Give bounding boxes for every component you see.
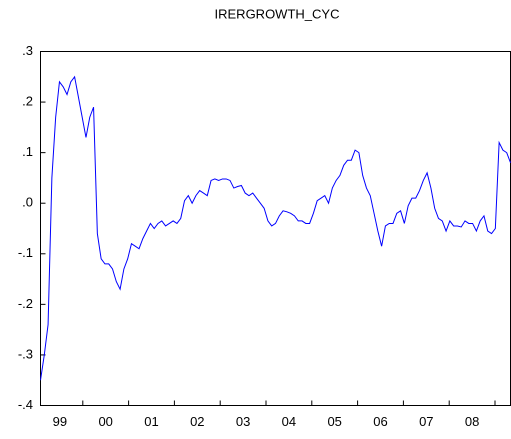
y-tick-label: -.2 (18, 296, 33, 311)
x-tick-label: 08 (465, 414, 479, 429)
x-tick-label: 00 (98, 414, 112, 429)
x-tick-label: 99 (53, 414, 67, 429)
x-tick-label: 01 (144, 414, 158, 429)
y-tick-label: -.3 (18, 346, 33, 361)
y-tick-label: .1 (22, 144, 33, 159)
y-tick-label: .3 (22, 43, 33, 58)
plot-frame (40, 51, 511, 406)
x-tick-label: 07 (419, 414, 433, 429)
x-tick-label: 06 (373, 414, 387, 429)
chart-title: IRERGROWTH_CYC (215, 6, 340, 21)
x-tick-label: 05 (327, 414, 341, 429)
data-line (40, 75, 511, 381)
x-tick-label: 03 (236, 414, 250, 429)
x-tick-label: 02 (190, 414, 204, 429)
y-tick-label: .2 (22, 94, 33, 109)
x-tick-label: 04 (282, 414, 296, 429)
y-tick-label: -.1 (18, 245, 33, 260)
y-tick-label: -.4 (18, 397, 33, 412)
y-tick-label: .0 (22, 195, 33, 210)
